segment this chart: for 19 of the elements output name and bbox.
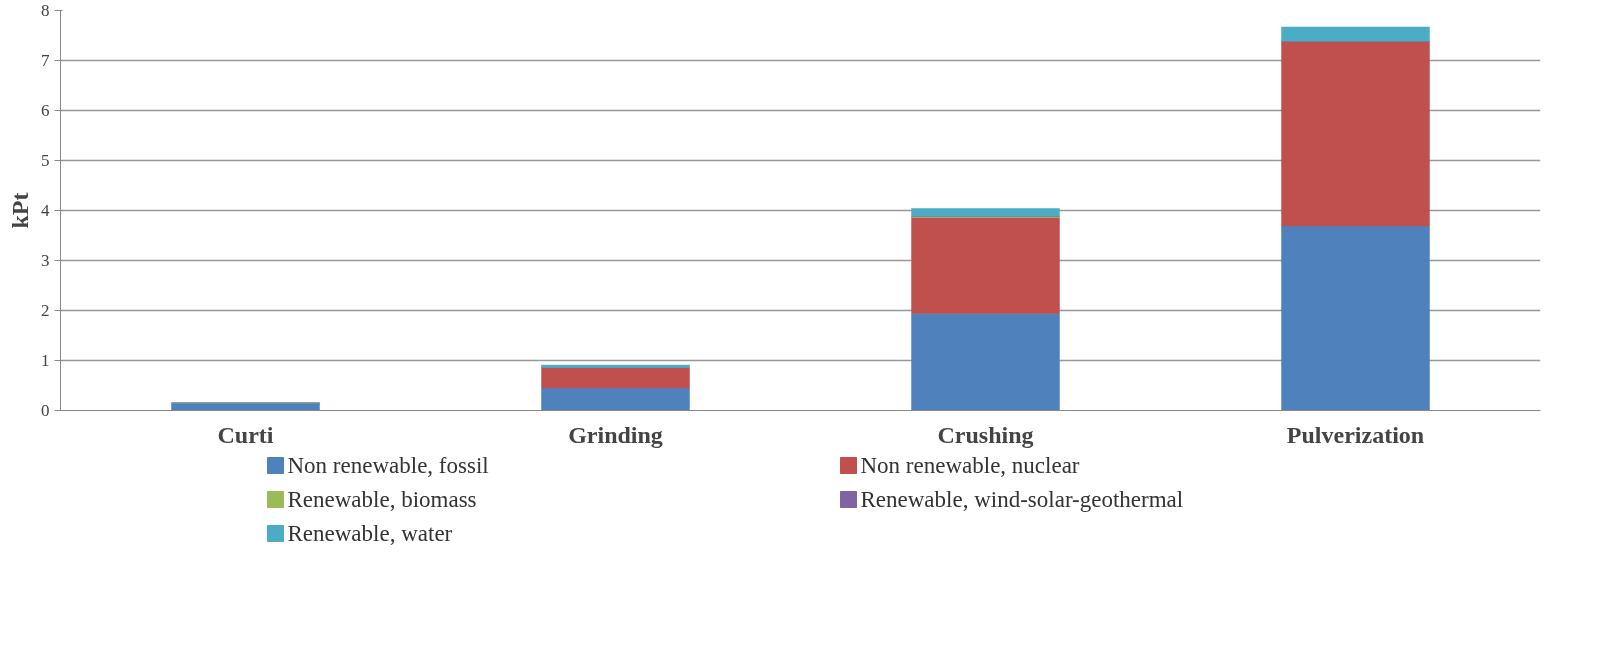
x-tick-label: Grinding: [568, 421, 663, 448]
y-axis-title: kPt: [7, 192, 33, 229]
legend-label: Renewable, water: [287, 521, 453, 546]
x-tick-label: Pulverization: [1286, 421, 1425, 448]
legend-label: Renewable, wind-solar-geothermal: [860, 487, 1184, 512]
y-tick-label: 0: [41, 401, 50, 420]
legend-label: Non renewable, fossil: [287, 453, 489, 478]
legend-label: Non renewable, nuclear: [860, 453, 1080, 478]
y-tick-label: 4: [41, 201, 50, 220]
y-tick-label: 8: [41, 1, 50, 20]
y-tick-label: 6: [41, 101, 50, 120]
x-tick-label: Curti: [217, 421, 274, 448]
y-tick-label: 1: [41, 351, 50, 370]
x-tick-label: Crushing: [937, 421, 1034, 448]
y-tick-label: 7: [41, 51, 50, 70]
y-tick-label: 2: [41, 301, 50, 320]
y-tick-label: 3: [41, 251, 50, 270]
y-tick-label: 5: [41, 151, 50, 170]
legend-label: Renewable, biomass: [287, 487, 477, 512]
